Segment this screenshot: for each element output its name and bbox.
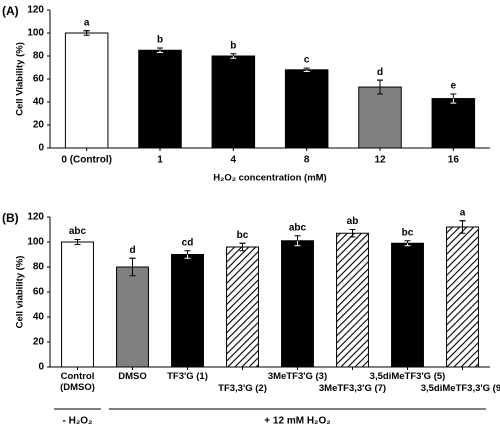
x-tick-label-box: 3MeTF3,3'G (7) (318, 383, 387, 394)
bar (284, 69, 329, 149)
x-tick-label: 8 (304, 155, 310, 166)
x-tick-label: 16 (448, 155, 460, 166)
significance-letter: abc (289, 222, 307, 233)
x-tick-label: Control (DMSO) (60, 371, 95, 393)
x-tick-label: 3MeTF3,3'G (7) (318, 383, 387, 394)
error-bar-top (157, 47, 163, 51)
error-bar-top (230, 53, 237, 56)
error-bar-top (184, 250, 191, 255)
error-bar-top (404, 240, 411, 244)
error-bar-top (450, 93, 457, 99)
y-tick-label: 120 (27, 212, 44, 223)
x-tick-label: 4 (231, 155, 237, 166)
panel-label: (A) (2, 4, 19, 18)
x-tick-label: 12 (374, 155, 386, 166)
significance-letter: d (377, 67, 383, 78)
panel-label: (B) (2, 211, 19, 225)
error-bar-top (74, 239, 81, 242)
x-tick-label-box: TF3'G (1) (167, 371, 208, 382)
group-label: - H₂O₂ (63, 416, 93, 427)
x-tick-label: 0 (Control) (61, 155, 112, 166)
error-bar-top (459, 220, 466, 227)
x-tick-label-box: 3MeTF3'G (3) (267, 371, 328, 382)
x-tick-label: TF3'G (1) (167, 371, 208, 382)
bar (226, 246, 259, 368)
bar (358, 86, 402, 149)
significance-letter: c (304, 55, 310, 66)
bar (64, 32, 109, 149)
y-tick-label: 80 (33, 262, 45, 273)
y-tick-label: 60 (33, 74, 45, 85)
y-axis-label: Cell Viability (%) (15, 42, 26, 116)
bar (336, 232, 369, 368)
bar (431, 98, 476, 149)
group-label: + 12 mM H₂O₂ (264, 416, 330, 427)
bar (446, 226, 479, 368)
error-bar-top (239, 242, 246, 247)
y-tick-label: 120 (27, 5, 44, 16)
x-axis-label: H₂O₂ concentration (mM) (213, 173, 326, 184)
y-tick-label: 100 (27, 28, 44, 39)
bar (171, 254, 204, 368)
significance-letter: bc (237, 230, 249, 241)
x-tick-label: DMSO (118, 371, 147, 382)
error-bar-top (129, 257, 136, 267)
x-tick-label-box: TF3,3'G (2) (218, 383, 267, 394)
bar (211, 55, 256, 149)
bar (61, 241, 94, 368)
y-tick-label: 0 (38, 362, 44, 373)
significance-letter: b (230, 40, 236, 51)
x-tick-label: 3,5diMeTF3'G (5) (369, 371, 446, 382)
significance-letter: cd (182, 237, 194, 248)
significance-letter: abc (69, 226, 87, 237)
y-tick-label: 100 (27, 237, 44, 248)
bar (281, 240, 314, 368)
significance-letter: d (129, 245, 135, 256)
x-tick-label-box: DMSO (118, 371, 147, 382)
y-tick-label: 80 (33, 51, 45, 62)
error-bar-top (349, 229, 356, 234)
significance-letter: b (157, 35, 163, 46)
y-axis-label: Cell viability (%) (15, 256, 26, 329)
x-tick-label: 1 (157, 155, 163, 166)
significance-letter: bc (402, 227, 414, 238)
bar (138, 49, 182, 149)
y-tick-label: 40 (33, 97, 45, 108)
significance-letter: ab (347, 216, 359, 227)
error-bar-top (377, 79, 383, 88)
y-tick-label: 20 (33, 337, 45, 348)
x-tick-label: 3,5diMeTF3,3'G (9) (420, 383, 500, 394)
error-bar-top (303, 67, 310, 70)
bar (391, 242, 424, 368)
x-tick-label-box: 3,5diMeTF3'G (5) (369, 371, 446, 382)
significance-letter: a (84, 17, 90, 28)
y-tick-label: 0 (38, 143, 44, 154)
y-tick-label: 20 (33, 120, 45, 131)
x-tick-label: 3MeTF3'G (3) (267, 371, 328, 382)
x-tick-label: TF3,3'G (2) (218, 383, 267, 394)
x-tick-label-box: 3,5diMeTF3,3'G (9) (420, 383, 500, 394)
error-bar-top (294, 235, 301, 241)
y-tick-label: 60 (33, 287, 45, 298)
error-bar-top (83, 30, 90, 33)
bar (116, 266, 149, 368)
significance-letter: a (460, 207, 466, 218)
y-tick-label: 40 (33, 312, 45, 323)
x-tick-label-box: Control (DMSO) (60, 371, 95, 393)
significance-letter: e (451, 81, 457, 92)
